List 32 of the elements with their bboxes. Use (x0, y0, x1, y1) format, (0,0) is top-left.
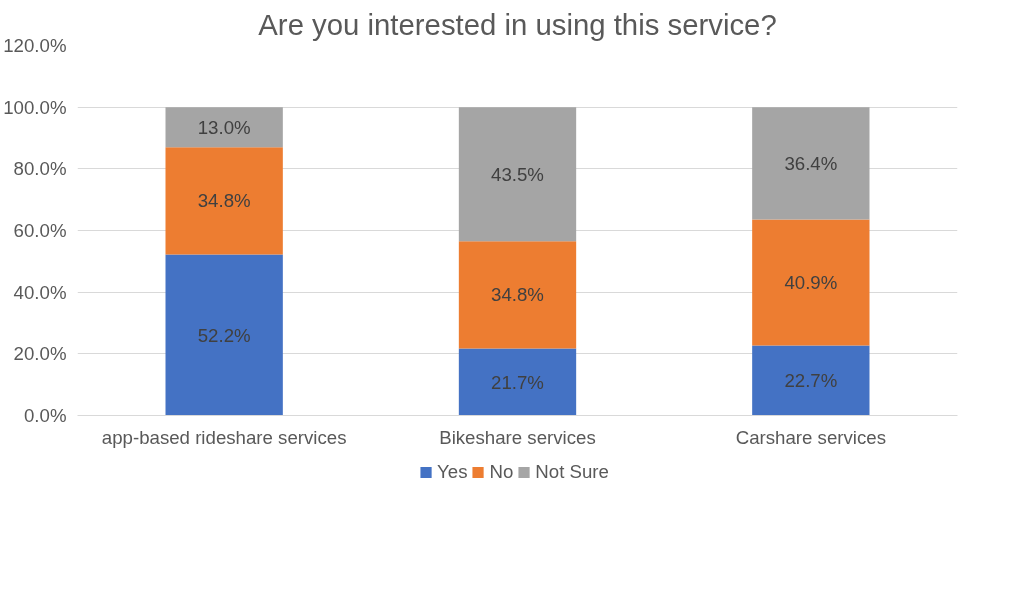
legend-label: No (489, 461, 514, 483)
bar (752, 107, 870, 220)
data-label: 13.0% (197, 116, 251, 138)
y-tick-label: 120.0% (3, 35, 67, 56)
data-label: 21.7% (491, 371, 544, 393)
legend-label: Yes (437, 461, 468, 483)
bar (458, 241, 577, 349)
data-label: 34.8% (197, 190, 251, 212)
data-label: 40.9% (784, 271, 838, 293)
x-tick-label: Carshare services (735, 426, 887, 448)
bar (458, 107, 577, 242)
y-tick-label: 0.0% (23, 405, 67, 426)
data-label: 36.4% (784, 152, 838, 174)
bar (752, 345, 870, 416)
y-tick-label: 60.0% (13, 220, 67, 241)
legend-label: Not Sure (535, 461, 609, 483)
y-tick-label: 100.0% (3, 96, 67, 118)
x-tick-label: app-based rideshare services (101, 426, 347, 448)
data-label: 22.7% (784, 370, 838, 391)
y-tick-label: 20.0% (13, 343, 67, 365)
chart-title: Are you interested in using this service? (258, 7, 777, 41)
bar (165, 107, 283, 148)
bar (752, 219, 870, 346)
bar (165, 254, 283, 416)
data-label: 43.5% (491, 163, 544, 185)
data-label: 34.8% (491, 284, 544, 306)
data-label: 52.2% (197, 324, 251, 346)
bar (458, 348, 577, 416)
bar (165, 147, 283, 255)
y-tick-label: 80.0% (13, 158, 67, 180)
x-tick-label: Bikeshare services (439, 426, 596, 448)
y-tick-label: 40.0% (13, 281, 67, 303)
